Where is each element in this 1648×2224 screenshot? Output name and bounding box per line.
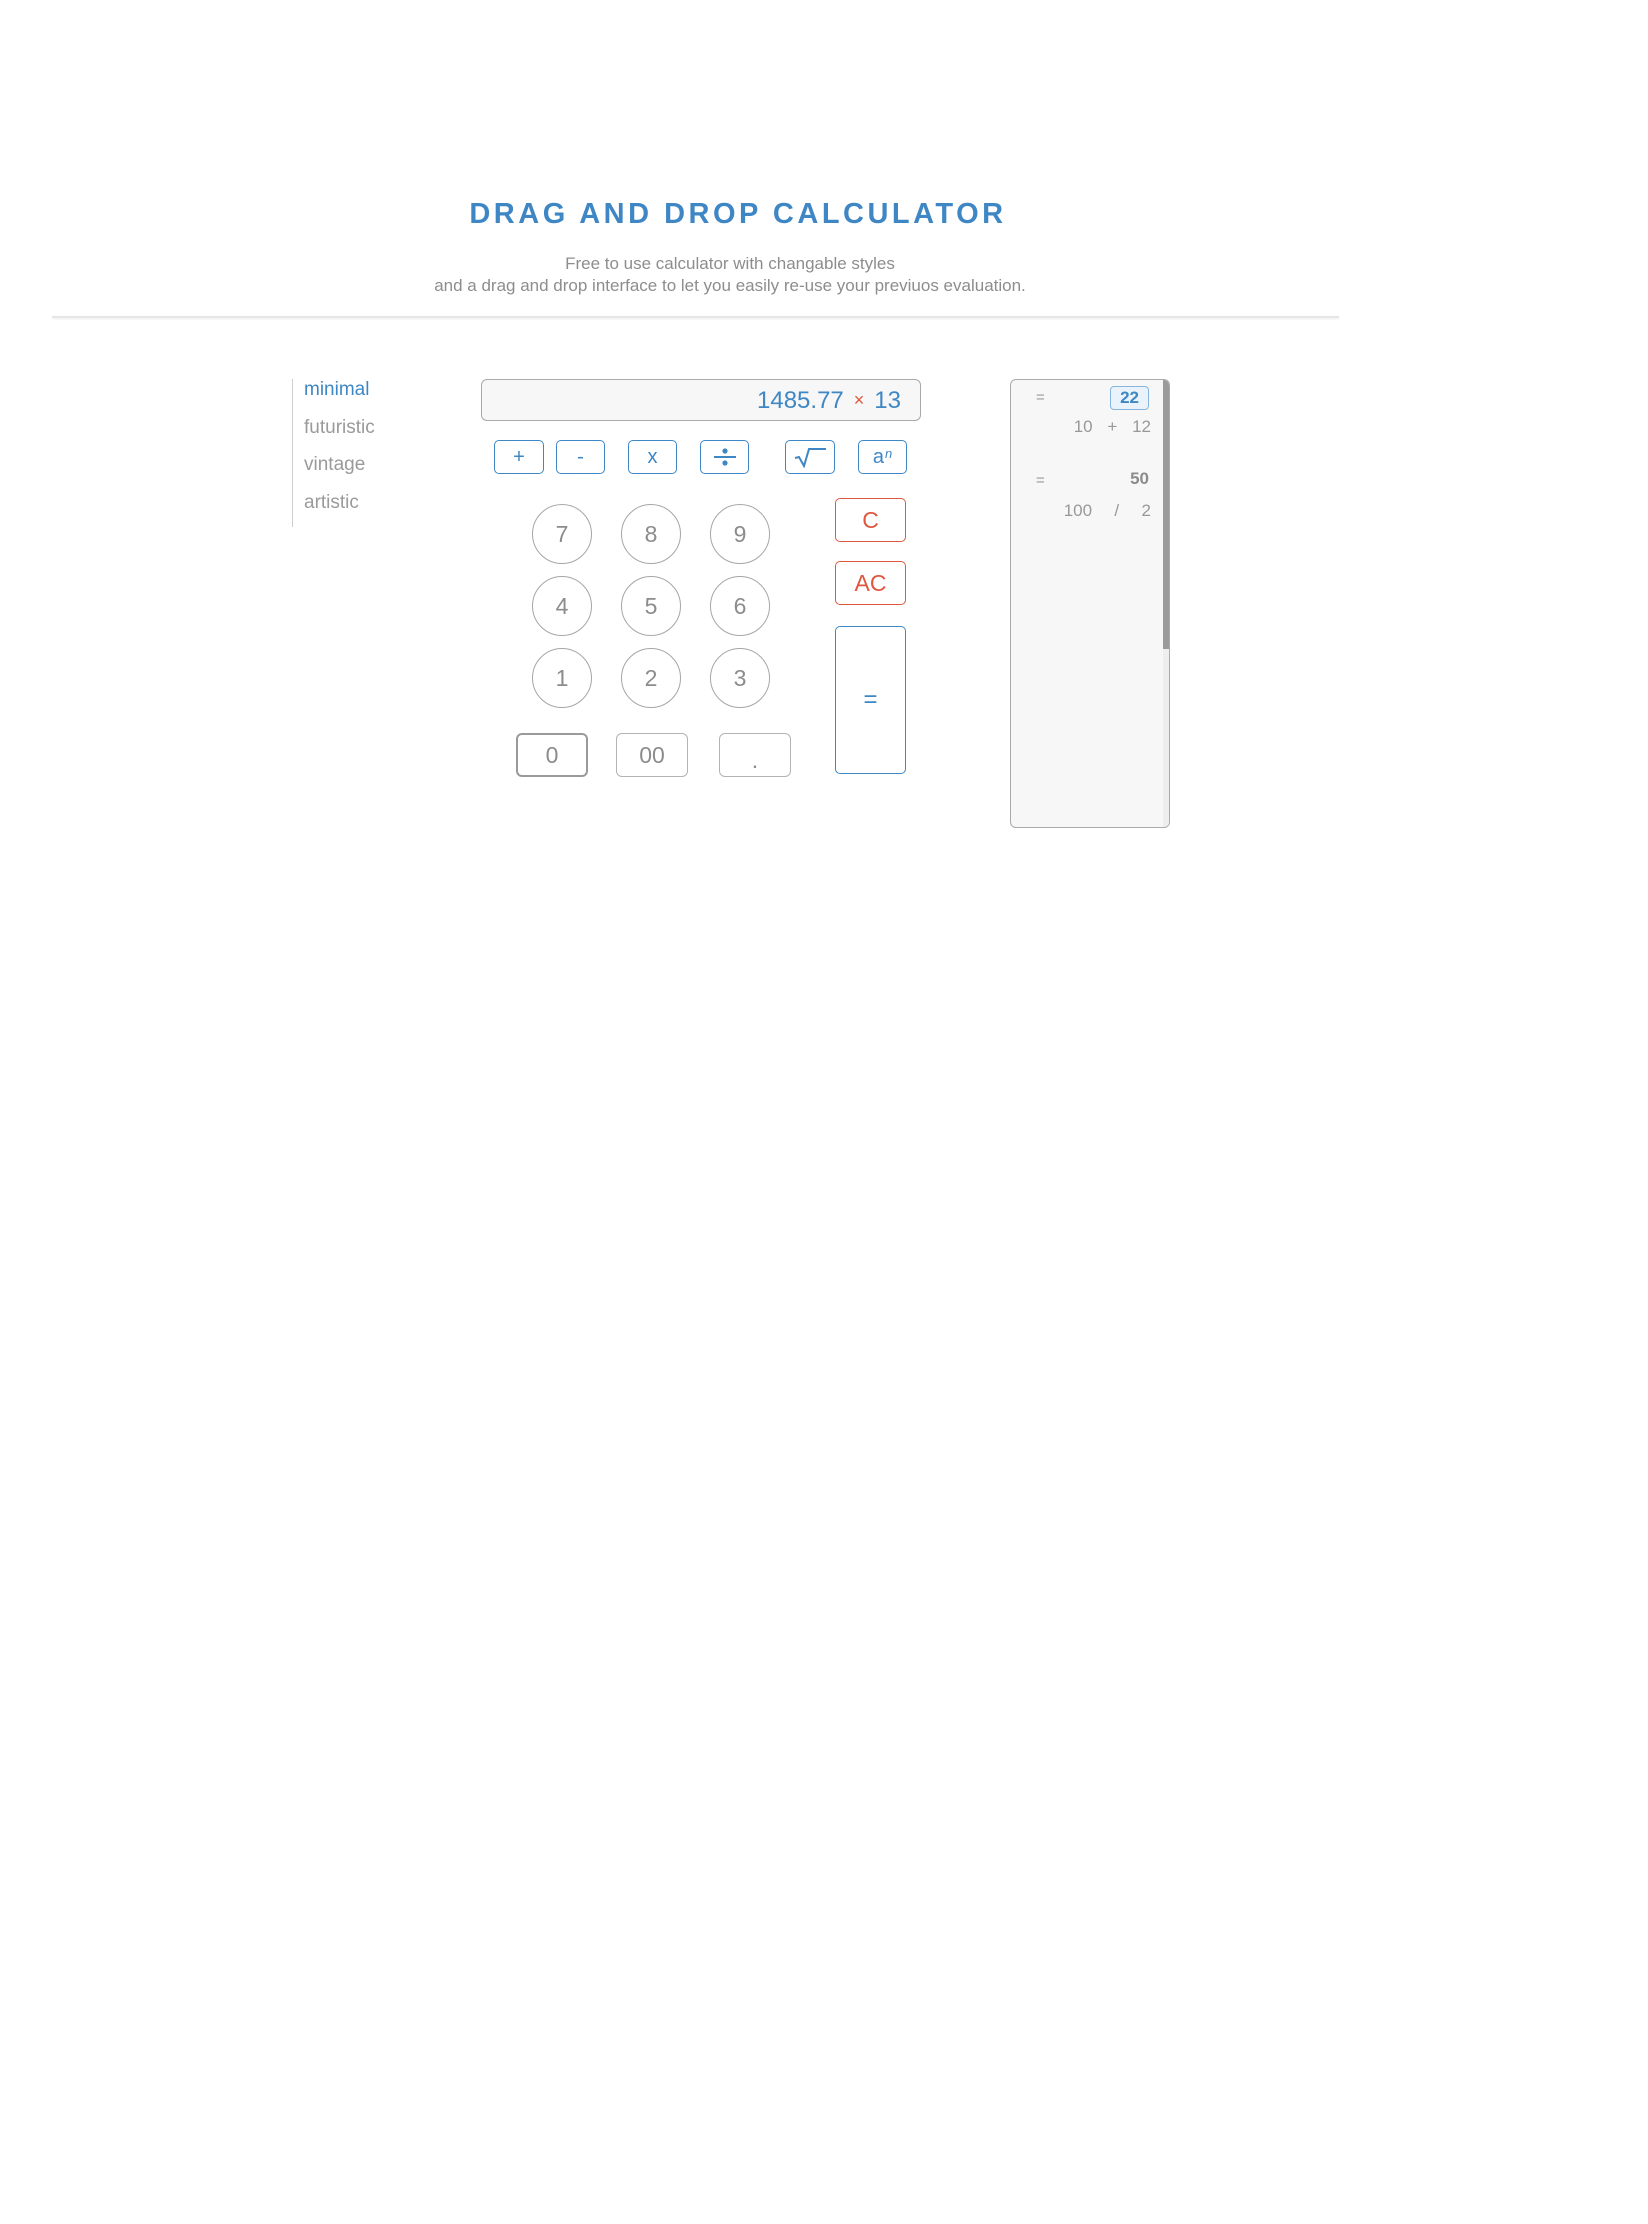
square-root-icon xyxy=(794,448,826,468)
history-left-operand: 100 xyxy=(1063,501,1093,520)
history-left-operand: 10 xyxy=(1073,417,1093,436)
multiply-button[interactable]: x xyxy=(628,440,677,474)
digit-0-button[interactable]: 0 xyxy=(516,733,588,777)
style-item-minimal[interactable]: minimal xyxy=(304,379,370,400)
double-zero-button[interactable]: 00 xyxy=(616,733,688,777)
history-expression[interactable]: 100 / 2 xyxy=(1064,501,1151,521)
history-expression[interactable]: 10 + 12 xyxy=(1074,417,1151,437)
digit-3-button[interactable]: 3 xyxy=(710,648,770,708)
display-operand-1: 1485.77 xyxy=(757,387,844,414)
digit-9-button[interactable]: 9 xyxy=(710,504,770,564)
digit-8-button[interactable]: 8 xyxy=(621,504,681,564)
subtitle-line-2: and a drag and drop interface to let you… xyxy=(434,276,1026,295)
history-operator: + xyxy=(1107,417,1118,436)
subtitle-line-1: Free to use calculator with changable st… xyxy=(565,254,895,273)
display-operand-2: 13 xyxy=(874,387,901,414)
sqrt-button[interactable] xyxy=(785,440,835,474)
history-result[interactable]: 22 xyxy=(1110,386,1149,410)
plus-label: + xyxy=(513,445,525,468)
display-expression: 1485.77 × 13 xyxy=(757,387,901,415)
header-divider xyxy=(52,316,1339,318)
multiply-label: x xyxy=(647,445,658,468)
decimal-point-button[interactable]: . xyxy=(719,733,791,777)
minus-label: - xyxy=(577,445,584,468)
display-operator: × xyxy=(853,390,865,410)
style-item-vintage[interactable]: vintage xyxy=(304,454,366,475)
equals-button[interactable]: = xyxy=(835,626,906,774)
digit-2-button[interactable]: 2 xyxy=(621,648,681,708)
style-item-futuristic[interactable]: futuristic xyxy=(304,417,375,438)
all-clear-button[interactable]: AC xyxy=(835,561,906,605)
digit-7-button[interactable]: 7 xyxy=(532,504,592,564)
digit-4-button[interactable]: 4 xyxy=(532,576,592,636)
page-subtitle: Free to use calculator with changable st… xyxy=(0,253,1460,297)
clear-button[interactable]: C xyxy=(835,498,906,542)
history-result[interactable]: 50 xyxy=(1130,469,1149,488)
style-menu: minimal futuristic vintage artistic xyxy=(292,379,433,527)
page-title: DRAG AND DROP CALCULATOR xyxy=(469,198,1007,230)
history-equals-sign: = xyxy=(1036,472,1045,489)
divide-button[interactable] xyxy=(700,440,749,474)
style-item-artistic[interactable]: artistic xyxy=(304,492,359,513)
power-exponent-label: n xyxy=(884,445,893,461)
plus-button[interactable]: + xyxy=(494,440,544,474)
history-equals-sign: = xyxy=(1036,389,1045,406)
digit-5-button[interactable]: 5 xyxy=(621,576,681,636)
history-scrollbar-thumb[interactable] xyxy=(1163,380,1169,649)
history-scrollbar-track[interactable] xyxy=(1163,380,1169,827)
history-operator: / xyxy=(1114,501,1120,520)
divide-icon xyxy=(713,448,736,466)
power-base-label: a xyxy=(872,445,884,468)
minus-button[interactable]: - xyxy=(556,440,605,474)
history-panel[interactable]: = 22 10 + 12 = 50 100 / 2 xyxy=(1010,379,1170,828)
digit-6-button[interactable]: 6 xyxy=(710,576,770,636)
digit-1-button[interactable]: 1 xyxy=(532,648,592,708)
history-right-operand: 12 xyxy=(1132,417,1151,436)
history-right-operand: 2 xyxy=(1141,501,1151,520)
calculator-display[interactable]: 1485.77 × 13 xyxy=(481,379,921,421)
